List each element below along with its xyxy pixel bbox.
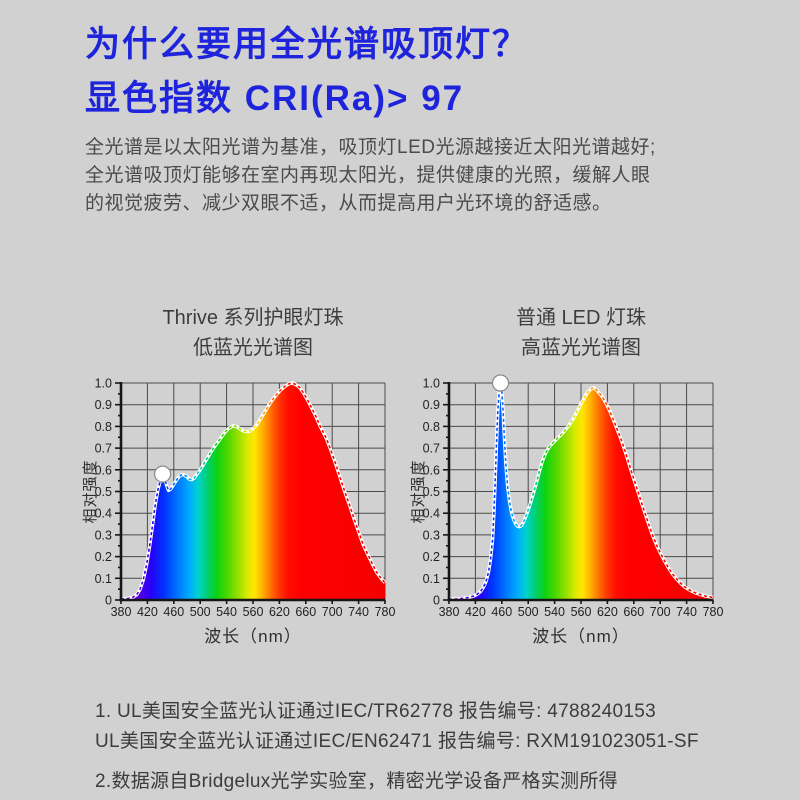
svg-text:0.9: 0.9 xyxy=(423,398,440,412)
curve-dashed-outline xyxy=(448,382,714,601)
svg-text:380: 380 xyxy=(439,605,460,619)
svg-text:0.3: 0.3 xyxy=(423,528,440,542)
svg-text:0: 0 xyxy=(433,594,440,608)
y-axis-title: 相对强度 xyxy=(82,459,99,523)
svg-text:540: 540 xyxy=(216,605,237,619)
svg-text:740: 740 xyxy=(676,605,697,619)
svg-text:380: 380 xyxy=(111,605,132,619)
spectrum-chart-right: 0 0.1 0.2 0.3 0.4 0.5 0.6 0.7 0.8 0.9 1.0 380 420 460… xyxy=(410,374,724,646)
svg-text:660: 660 xyxy=(295,605,316,619)
x-axis-labels: 380 420 460 500 540 560 620 660 700 740 780 xyxy=(439,605,724,619)
chart-title-right: 普通 LED 灯珠 高蓝光光谱图 xyxy=(449,303,713,363)
y-axis-title: 相对强度 xyxy=(410,459,427,523)
spectrum-area xyxy=(449,383,713,600)
chart-title-left: Thrive 系列护眼灯珠 低蓝光光谱图 xyxy=(121,303,385,363)
svg-text:660: 660 xyxy=(623,605,644,619)
intro-paragraph: 全光谱是以太阳光谱为基准，吸顶灯LED光源越接近太阳光谱越好; 全光谱吸顶灯能够… xyxy=(85,134,656,218)
svg-text:0.8: 0.8 xyxy=(423,420,440,434)
svg-text:420: 420 xyxy=(465,605,486,619)
svg-text:700: 700 xyxy=(650,605,671,619)
svg-text:1.0: 1.0 xyxy=(423,377,440,391)
y-axis-labels: 0 0.1 0.2 0.3 0.4 0.5 0.6 0.7 0.8 0.9 1.0 xyxy=(423,377,440,608)
svg-text:500: 500 xyxy=(518,605,539,619)
x-axis-title: 波长（nm） xyxy=(204,627,302,646)
chart-title-right-line1: 普通 LED 灯珠 xyxy=(515,307,647,329)
svg-text:0.7: 0.7 xyxy=(423,442,440,456)
svg-text:0.2: 0.2 xyxy=(95,550,112,564)
svg-text:460: 460 xyxy=(491,605,512,619)
svg-text:1.0: 1.0 xyxy=(95,377,112,391)
page-subtitle: 显色指数 CRI(Ra)> 97 xyxy=(85,79,465,118)
svg-text:620: 620 xyxy=(597,605,618,619)
svg-text:560: 560 xyxy=(243,605,264,619)
svg-text:0: 0 xyxy=(105,594,112,608)
peak-marker xyxy=(153,465,172,483)
curve-dashed-outline xyxy=(120,382,386,600)
footnote-data-source: 2.数据源自Bridgelux光学实验室，精密光学设备严格实测所得 xyxy=(95,771,618,792)
svg-text:0.6: 0.6 xyxy=(95,463,112,477)
svg-text:780: 780 xyxy=(703,605,724,619)
svg-text:0.9: 0.9 xyxy=(95,398,112,412)
svg-text:460: 460 xyxy=(163,605,184,619)
svg-text:740: 740 xyxy=(348,605,369,619)
svg-text:560: 560 xyxy=(571,605,592,619)
svg-text:700: 700 xyxy=(322,605,343,619)
svg-text:0.1: 0.1 xyxy=(95,572,112,586)
svg-text:780: 780 xyxy=(375,605,396,619)
svg-text:0.5: 0.5 xyxy=(95,485,112,499)
x-axis-labels: 380 420 460 500 540 560 620 660 700 740 780 xyxy=(111,605,396,619)
svg-text:0.2: 0.2 xyxy=(423,550,440,564)
axis-ticks xyxy=(443,382,714,604)
svg-text:500: 500 xyxy=(190,605,211,619)
svg-text:0.5: 0.5 xyxy=(423,485,440,499)
x-axis-title: 波长（nm） xyxy=(532,627,630,646)
chart-title-left-line2: 低蓝光光谱图 xyxy=(193,337,313,359)
svg-text:620: 620 xyxy=(269,605,290,619)
spectrum-area xyxy=(121,383,385,600)
svg-text:0.6: 0.6 xyxy=(423,463,440,477)
svg-text:0.8: 0.8 xyxy=(95,420,112,434)
peak-marker xyxy=(491,374,510,392)
svg-text:540: 540 xyxy=(544,605,565,619)
svg-text:0.3: 0.3 xyxy=(95,528,112,542)
svg-text:0.4: 0.4 xyxy=(423,507,440,521)
axis-ticks xyxy=(115,382,386,604)
page-title: 为什么要用全光谱吸顶灯？ xyxy=(85,25,530,64)
chart-title-right-line2: 高蓝光光谱图 xyxy=(521,337,641,359)
intro-line-1: 全光谱是以太阳光谱为基准，吸顶灯LED光源越接近太阳光谱越好; xyxy=(85,137,656,158)
svg-text:0.4: 0.4 xyxy=(95,507,112,521)
chart-title-left-line1: Thrive 系列护眼灯珠 xyxy=(162,307,344,329)
spectrum-chart-left: 0 0.1 0.2 0.3 0.4 0.5 0.6 0.7 0.8 0.9 1.0 380 420 460… xyxy=(82,377,396,647)
svg-text:0.7: 0.7 xyxy=(95,442,112,456)
y-axis-labels: 0 0.1 0.2 0.3 0.4 0.5 0.6 0.7 0.8 0.9 1.0 xyxy=(95,377,112,608)
intro-line-3: 的视觉疲劳、减少双眼不适，从而提高用户光环境的舒适感。 xyxy=(85,193,612,214)
svg-text:420: 420 xyxy=(137,605,158,619)
footnote-certification-1: 1. UL美国安全蓝光认证通过IEC/TR62778 报告编号: 4788240… xyxy=(95,701,656,722)
svg-text:0.1: 0.1 xyxy=(423,572,440,586)
intro-line-2: 全光谱吸顶灯能够在室内再现太阳光，提供健康的光照，缓解人眼 xyxy=(85,165,651,186)
footnote-certification-2: UL美国安全蓝光认证通过IEC/EN62471 报告编号: RXM1910230… xyxy=(95,731,699,752)
